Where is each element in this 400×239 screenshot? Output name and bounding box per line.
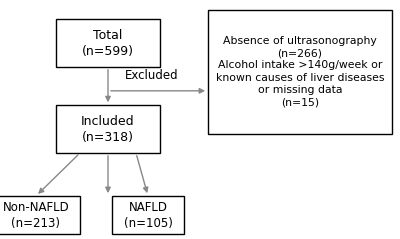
FancyBboxPatch shape	[112, 196, 184, 234]
FancyBboxPatch shape	[56, 19, 160, 67]
Text: Excluded: Excluded	[125, 70, 179, 82]
Text: NAFLD
(n=105): NAFLD (n=105)	[124, 201, 172, 230]
FancyBboxPatch shape	[0, 196, 80, 234]
Text: Non-NAFLD
(n=213): Non-NAFLD (n=213)	[3, 201, 69, 230]
Text: Absence of ultrasonography
(n=266)
Alcohol intake >140g/week or
known causes of : Absence of ultrasonography (n=266) Alcoh…	[216, 36, 384, 108]
FancyBboxPatch shape	[208, 10, 392, 134]
Text: Total
(n=599): Total (n=599)	[82, 28, 134, 58]
FancyBboxPatch shape	[56, 105, 160, 153]
Text: Included
(n=318): Included (n=318)	[81, 114, 135, 144]
